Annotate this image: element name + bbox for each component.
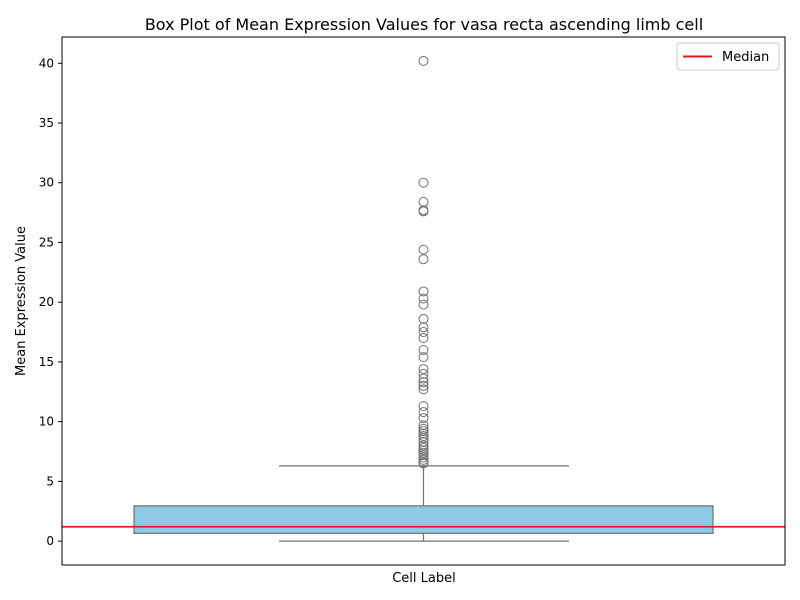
y-tick-label: 10	[39, 415, 54, 429]
outlier-point	[418, 442, 429, 453]
outlier-point	[418, 452, 429, 463]
outlier-point	[418, 440, 429, 451]
y-tick-label: 15	[39, 355, 54, 369]
outlier-point	[418, 420, 429, 431]
y-tick-label: 5	[46, 474, 54, 488]
iqr-box	[133, 505, 714, 534]
outlier-point	[418, 401, 429, 412]
outlier-point	[418, 423, 429, 434]
outlier-point	[418, 352, 429, 363]
outlier-point	[418, 433, 429, 444]
plot-frame	[61, 36, 786, 566]
legend-label: Median	[722, 50, 769, 65]
outlier-point	[418, 436, 429, 447]
y-tick-label: 30	[39, 176, 54, 190]
outlier-point	[418, 286, 429, 297]
outlier-point	[418, 454, 429, 465]
y-axis-ticks: 0 5 10 15 20 25 30 35 40	[39, 56, 62, 548]
outlier-point	[418, 407, 429, 418]
outlier-point	[418, 457, 429, 468]
outlier-point	[418, 447, 429, 458]
outlier-point	[418, 413, 429, 424]
legend-frame	[676, 42, 780, 71]
outlier-point	[418, 254, 429, 265]
y-tick-label: 40	[39, 56, 54, 70]
outliers	[418, 55, 429, 469]
outlier-point	[418, 299, 429, 310]
outlier-point	[418, 428, 429, 439]
outlier-point	[418, 322, 429, 333]
outlier-point	[418, 445, 429, 456]
outlier-point	[418, 430, 429, 441]
outlier-point	[418, 426, 429, 437]
outlier-point	[418, 373, 429, 384]
outlier-point	[418, 244, 429, 255]
outlier-point	[418, 313, 429, 324]
outlier-point	[418, 380, 429, 391]
outlier-point	[418, 205, 429, 216]
outlier-point	[418, 344, 429, 355]
outlier-point	[418, 327, 429, 338]
outlier-point	[418, 450, 429, 461]
box-plot	[133, 465, 714, 542]
chart-title: Box Plot of Mean Expression Values for v…	[145, 15, 703, 34]
outlier-point	[418, 364, 429, 375]
y-tick-label: 20	[39, 295, 54, 309]
outlier-point	[418, 377, 429, 388]
outlier-point	[418, 384, 429, 395]
y-tick-label: 25	[39, 235, 54, 249]
outlier-point	[418, 368, 429, 379]
legend: Median	[676, 42, 780, 71]
y-axis-label: Mean Expression Value	[14, 226, 29, 376]
x-axis-label: Cell Label	[392, 571, 456, 586]
y-tick-label: 0	[46, 534, 54, 548]
outlier-point	[418, 177, 429, 188]
y-tick-label: 35	[39, 116, 54, 130]
outlier-point	[418, 55, 429, 66]
outlier-point	[418, 196, 429, 207]
outlier-point	[418, 293, 429, 304]
outlier-point	[418, 333, 429, 344]
